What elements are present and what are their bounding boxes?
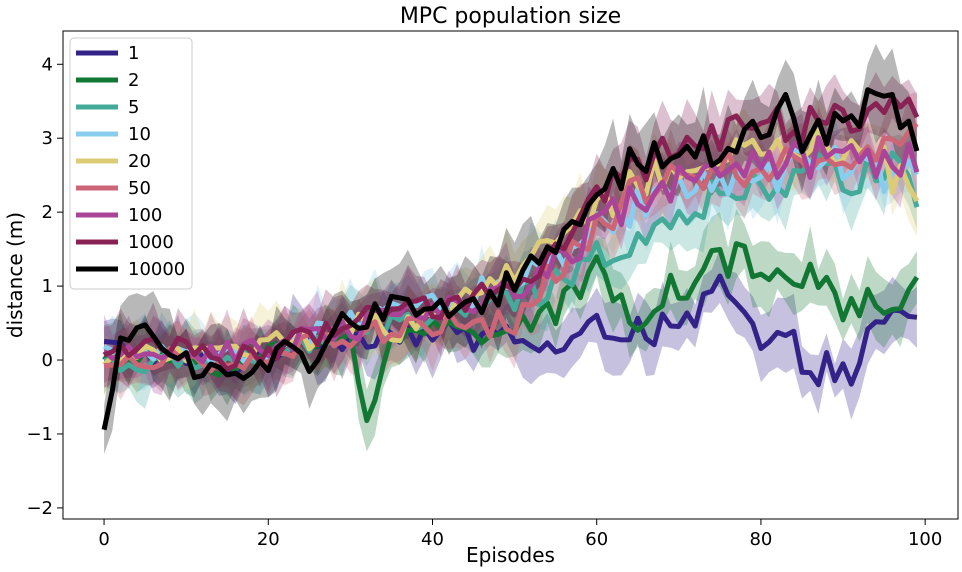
x-axis-label: Episodes: [466, 543, 555, 567]
plot-frame: [62, 30, 959, 520]
legend-label-1000: 1000: [128, 232, 174, 253]
x-tick-label: 100: [908, 529, 942, 550]
chart-title: MPC population size: [400, 4, 621, 29]
series-line-1: [103, 273, 918, 388]
legend-label-1: 1: [128, 43, 139, 64]
series-line-10000: [101, 87, 920, 431]
series-line-1000: [103, 94, 920, 372]
x-tick-label: 60: [585, 529, 608, 550]
series-band-1000: [104, 72, 917, 400]
series-band-100: [104, 106, 917, 396]
legend-label-20: 20: [128, 151, 151, 172]
series-line-50: [103, 122, 919, 374]
y-tick-label: 4: [42, 54, 53, 75]
legend-label-5: 5: [128, 97, 139, 118]
legend-label-2: 2: [128, 70, 139, 91]
y-tick-label: 0: [42, 350, 53, 371]
legend: 1 2 5 10 20 50 100 1000 10000: [69, 37, 193, 290]
series-lines: [101, 87, 920, 431]
legend-box: [69, 37, 193, 290]
x-tick-label: 20: [257, 529, 280, 550]
legend-label-10000: 10000: [128, 259, 185, 280]
y-tick-label: 3: [42, 128, 53, 149]
y-tick-label: −2: [26, 498, 53, 519]
y-tick-label: −1: [26, 424, 53, 445]
legend-label-50: 50: [128, 178, 151, 199]
legend-label-100: 100: [128, 205, 162, 226]
y-axis-ticks: −2 −1 0 1 2 3 4: [26, 54, 63, 519]
y-axis-label: distance (m): [3, 212, 27, 338]
legend-label-10: 10: [128, 124, 151, 145]
x-tick-label: 0: [98, 529, 109, 550]
x-tick-label: 80: [749, 529, 772, 550]
y-tick-label: 1: [42, 276, 53, 297]
y-tick-label: 2: [42, 202, 53, 223]
x-axis-ticks: 0 20 40 60 80 100: [98, 519, 942, 550]
series-band-20: [104, 97, 917, 397]
x-tick-label: 40: [421, 529, 444, 550]
